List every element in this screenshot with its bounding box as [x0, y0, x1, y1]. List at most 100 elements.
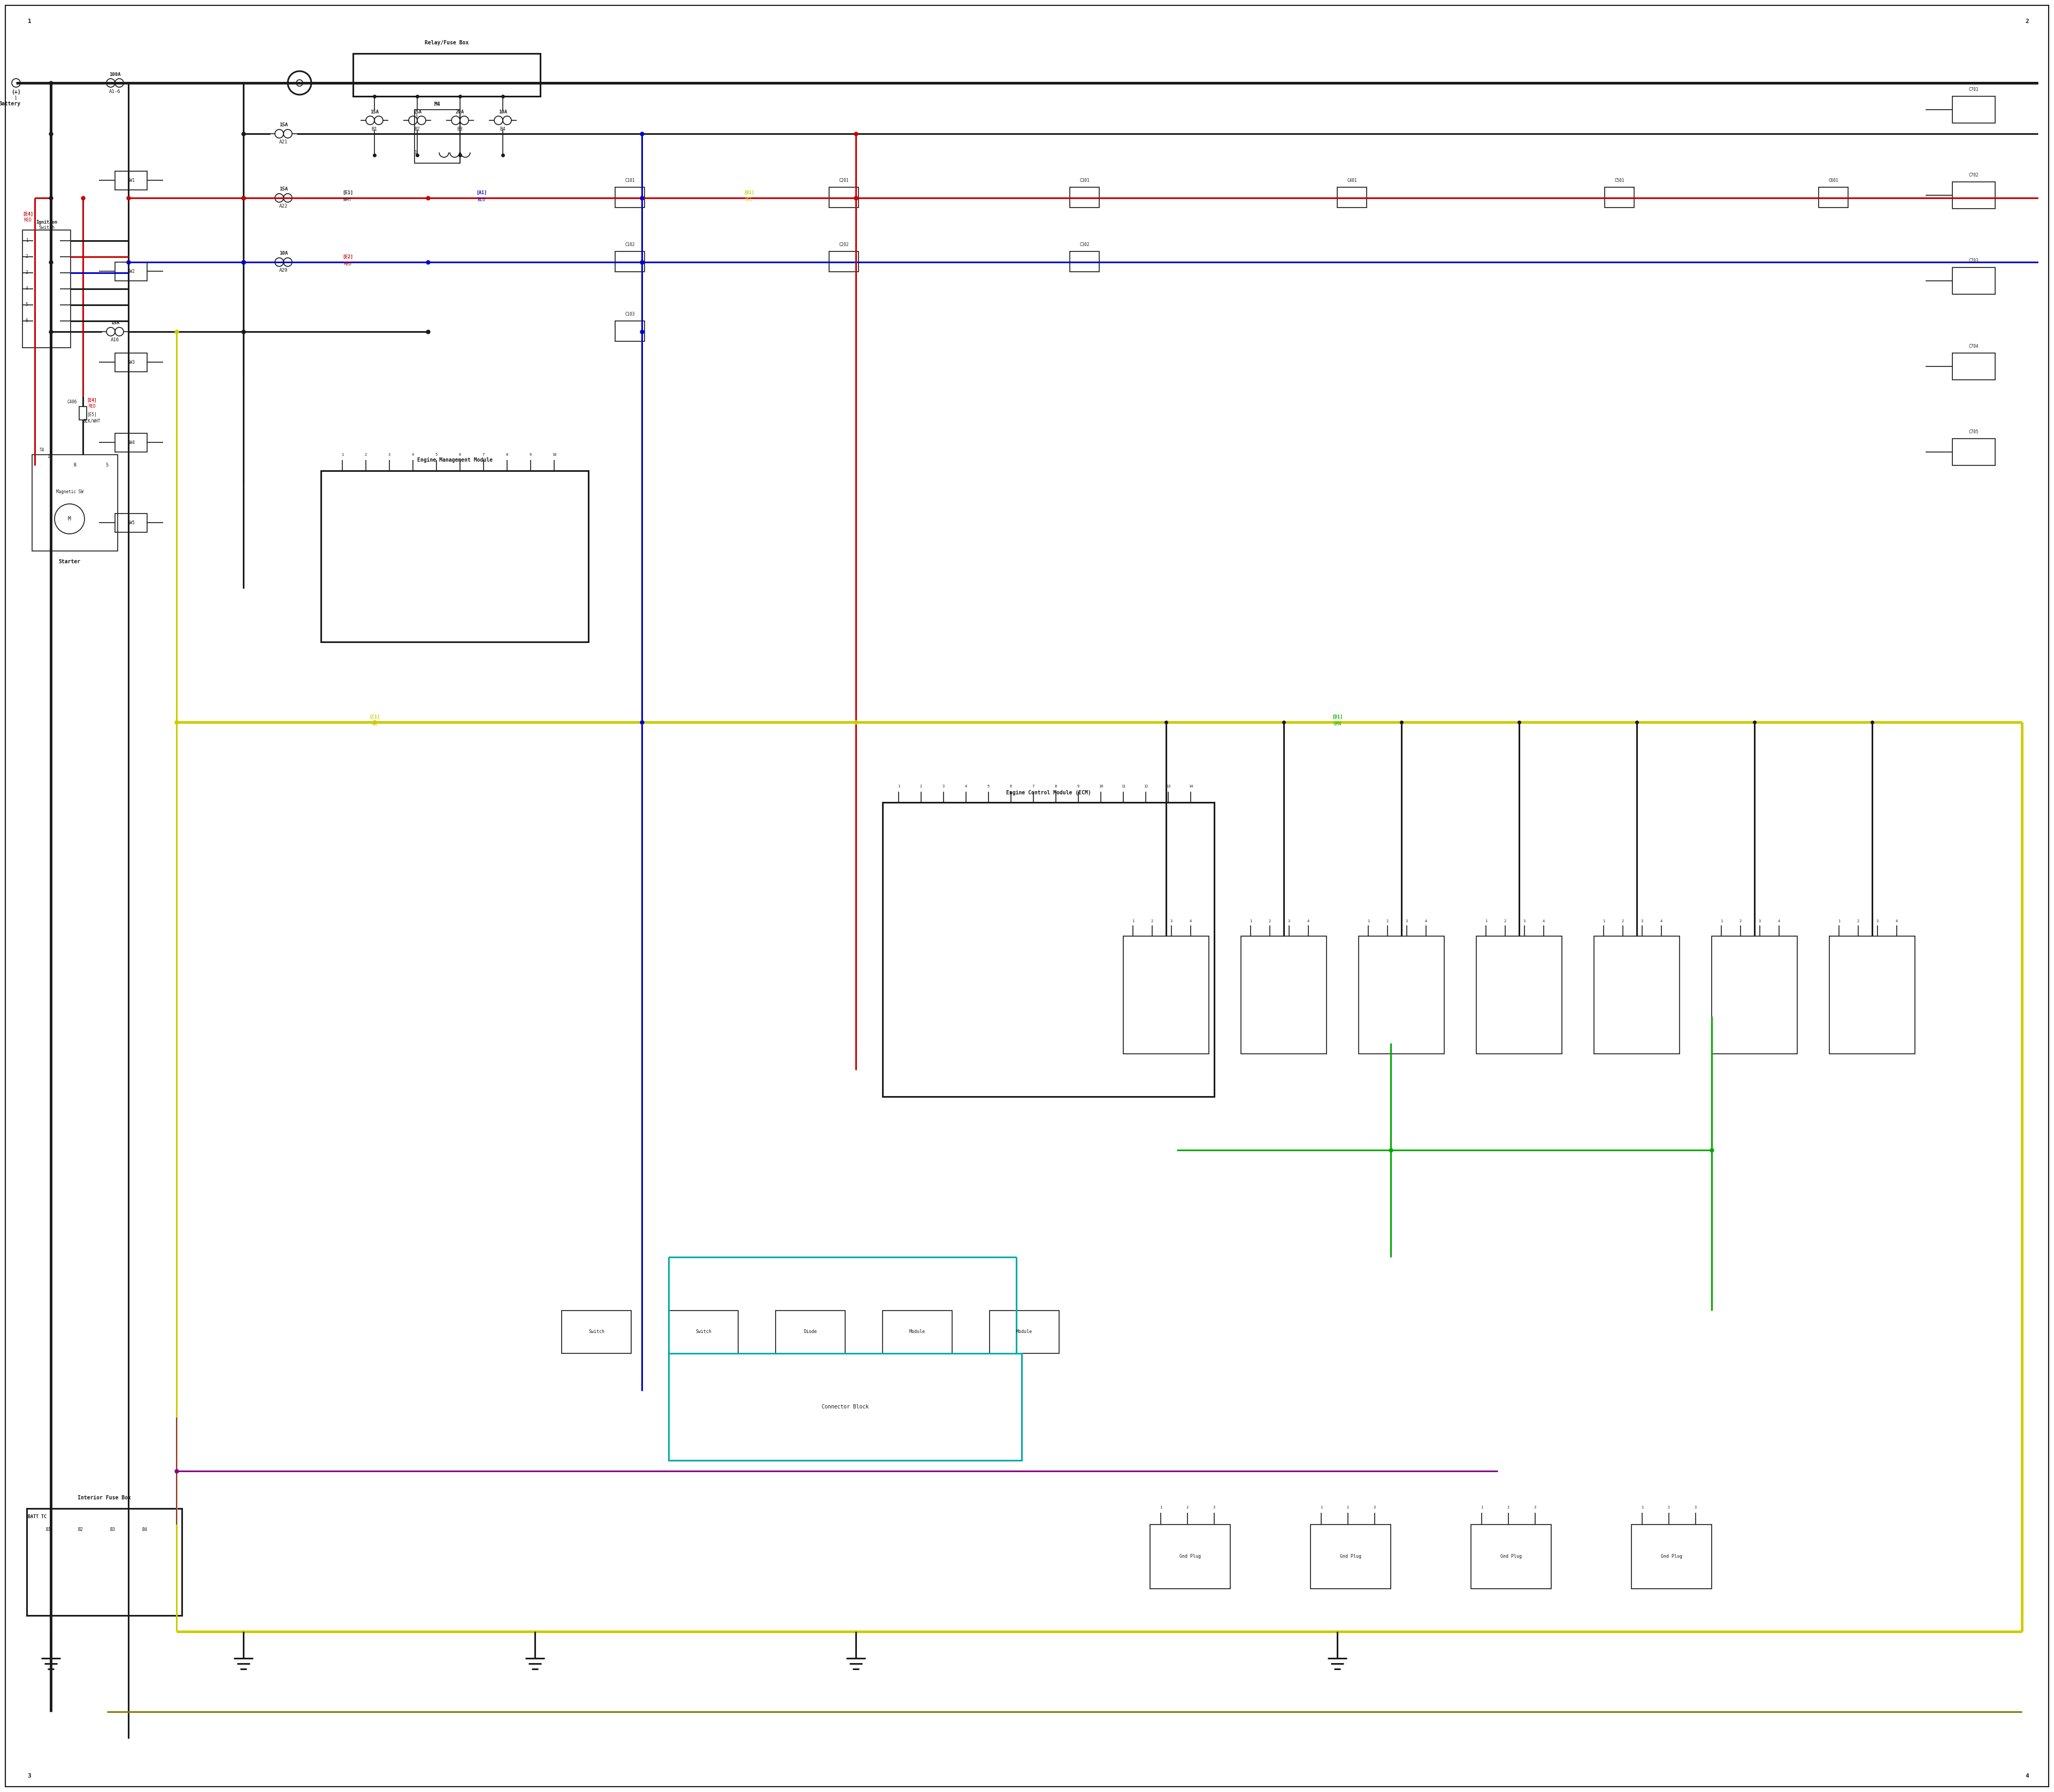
Bar [990, 1310, 1060, 1353]
Text: Module: Module [1017, 1330, 1033, 1335]
Text: 2: 2 [366, 453, 368, 457]
Text: SW2: SW2 [127, 269, 136, 274]
Text: 15A: 15A [370, 109, 378, 115]
Text: Engine Management Module: Engine Management Module [417, 457, 493, 462]
Text: RED: RED [25, 219, 31, 222]
Bar [1337, 186, 1366, 208]
Bar [561, 1310, 631, 1353]
Text: 1: 1 [341, 453, 343, 457]
Text: 100A: 100A [109, 72, 121, 77]
Text: M4: M4 [433, 102, 442, 108]
Bar [1150, 1525, 1230, 1590]
Bar [1471, 1525, 1551, 1590]
Text: [E2]: [E2] [343, 254, 353, 260]
Text: A16: A16 [111, 339, 119, 342]
Text: Module: Module [910, 1330, 926, 1335]
Text: 3: 3 [1524, 919, 1526, 923]
Bar [115, 172, 148, 190]
Text: 4: 4 [25, 287, 29, 292]
Text: Battery: Battery [0, 100, 21, 106]
Text: Gnd Plug: Gnd Plug [1179, 1554, 1202, 1559]
Bar [1358, 935, 1444, 1054]
Bar [1953, 97, 1994, 124]
Text: 7: 7 [483, 453, 485, 457]
Text: 15A: 15A [413, 109, 421, 115]
Text: 2: 2 [1386, 919, 1389, 923]
Text: 1: 1 [1368, 919, 1370, 923]
Bar [1830, 935, 1914, 1054]
Text: 3: 3 [1758, 919, 1760, 923]
Bar [415, 109, 460, 163]
Text: 1: 1 [1321, 1505, 1323, 1509]
Text: 1: 1 [1481, 1505, 1483, 1509]
Text: [B1]: [B1] [744, 190, 754, 195]
Text: 3: 3 [1405, 919, 1407, 923]
Text: SW3: SW3 [127, 360, 136, 364]
Text: 4: 4 [1660, 919, 1662, 923]
Text: 6: 6 [1011, 785, 1013, 788]
Bar [830, 186, 859, 208]
Text: A29: A29 [279, 269, 288, 272]
Bar [80, 407, 86, 419]
Text: C701: C701 [1970, 88, 1978, 91]
Text: 1: 1 [1719, 919, 1723, 923]
Bar [614, 321, 645, 340]
Text: Connector Block: Connector Block [822, 1405, 869, 1410]
Text: RED: RED [88, 405, 97, 409]
Text: B3: B3 [458, 127, 462, 131]
Text: M: M [68, 516, 72, 521]
Text: 1: 1 [1838, 919, 1840, 923]
Text: Relay/Fuse Box: Relay/Fuse Box [425, 39, 468, 45]
Bar [320, 471, 587, 642]
Text: 2: 2 [1623, 919, 1625, 923]
Bar [883, 1310, 953, 1353]
Text: 2: 2 [1740, 919, 1742, 923]
Text: 12: 12 [1144, 785, 1148, 788]
Text: C102: C102 [624, 242, 635, 247]
Text: Gnd Plug: Gnd Plug [1662, 1554, 1682, 1559]
Text: Gnd Plug: Gnd Plug [1339, 1554, 1362, 1559]
Text: 3: 3 [1534, 1505, 1536, 1509]
Bar [1953, 181, 1994, 208]
Text: B1: B1 [372, 127, 378, 131]
Text: C704: C704 [1970, 344, 1978, 349]
Bar [33, 455, 117, 550]
Text: YEL: YEL [370, 722, 378, 726]
Text: 15A: 15A [279, 186, 288, 192]
Text: 1: 1 [14, 95, 16, 100]
Text: 4: 4 [1425, 919, 1428, 923]
Bar [1711, 935, 1797, 1054]
Bar [27, 1509, 183, 1615]
Bar [1070, 186, 1099, 208]
Bar [1818, 186, 1849, 208]
Text: 3: 3 [1641, 919, 1643, 923]
Text: 3: 3 [388, 453, 390, 457]
Text: 1: 1 [1641, 1505, 1643, 1509]
Text: 2: 2 [25, 254, 29, 260]
Bar [115, 353, 148, 371]
Bar [614, 251, 645, 272]
Text: 2: 2 [1668, 1505, 1670, 1509]
Text: 15A: 15A [111, 321, 119, 326]
Bar [1310, 1525, 1391, 1590]
Text: 8: 8 [505, 453, 507, 457]
Text: SW1: SW1 [127, 177, 136, 183]
Text: C103: C103 [624, 312, 635, 317]
Text: A1-6: A1-6 [109, 90, 121, 93]
Text: [C1]: [C1] [370, 715, 380, 719]
Text: 1: 1 [1485, 919, 1487, 923]
Text: C201: C201 [838, 179, 848, 183]
Text: 3: 3 [1374, 1505, 1376, 1509]
Bar [115, 434, 148, 452]
Text: 3: 3 [943, 785, 945, 788]
Text: 13: 13 [1167, 785, 1171, 788]
Text: Switch: Switch [696, 1330, 711, 1335]
Text: Switch: Switch [39, 226, 55, 229]
Text: 4: 4 [2025, 1774, 2029, 1779]
Text: [E4]: [E4] [86, 398, 97, 403]
Text: 2: 2 [1857, 919, 1859, 923]
Text: 10A: 10A [279, 251, 288, 256]
Text: 3: 3 [1171, 919, 1173, 923]
Text: (+): (+) [12, 90, 21, 95]
Text: 7: 7 [1033, 785, 1035, 788]
